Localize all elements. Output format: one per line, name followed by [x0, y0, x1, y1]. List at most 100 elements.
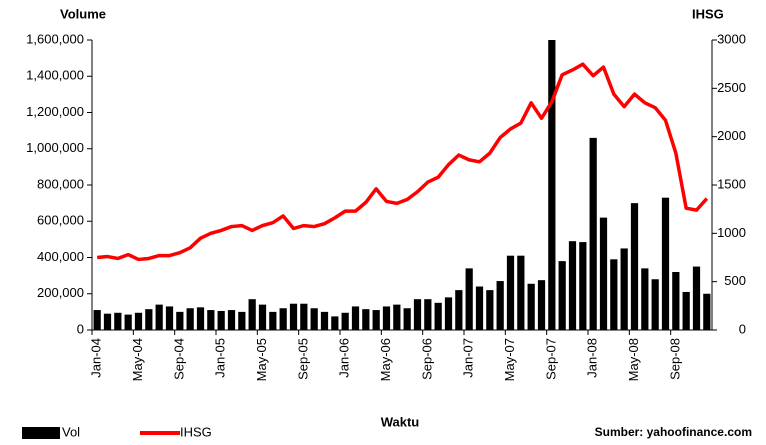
bar [661, 197, 670, 330]
bar [486, 290, 494, 330]
bar [465, 268, 473, 330]
bar [703, 293, 711, 330]
bar [537, 280, 546, 330]
bar [248, 299, 256, 330]
bar [93, 310, 101, 330]
bar [579, 242, 587, 330]
bar [630, 203, 639, 330]
bar [320, 311, 329, 330]
bar [620, 248, 628, 330]
legend-label: IHSG [180, 424, 212, 439]
x-tick-label: Sep-05 [295, 338, 310, 380]
y-tick-label: 1,200,000 [26, 104, 84, 119]
bar [382, 306, 391, 330]
y-tick-label: 400,000 [37, 249, 84, 264]
bar [165, 306, 174, 330]
bar [455, 290, 463, 330]
bar [362, 309, 370, 330]
y-tick-label: 800,000 [37, 176, 84, 191]
y-axis-title: Volume [60, 6, 106, 21]
bar [227, 310, 236, 330]
x-tick-label: May-08 [626, 338, 641, 381]
y2-tick-label: 0 [739, 321, 746, 336]
y2-tick-label: 3000 [717, 31, 746, 46]
bar [599, 217, 608, 330]
bar [475, 286, 484, 330]
x-tick-label: May-07 [502, 338, 517, 381]
bar [403, 308, 411, 330]
x-axis-title: Waktu [381, 414, 420, 429]
y2-tick-label: 2500 [717, 80, 746, 95]
bar [155, 304, 163, 330]
bar [310, 308, 318, 330]
bar [258, 304, 267, 330]
bar [279, 308, 287, 330]
y2-tick-label: 2000 [717, 128, 746, 143]
bar [393, 304, 401, 330]
bar [134, 312, 143, 330]
bar [300, 303, 308, 330]
x-tick-label: Jan-07 [461, 338, 476, 378]
bar [641, 268, 649, 330]
legend-swatch [22, 427, 60, 439]
bar [124, 314, 132, 330]
x-tick-label: Sep-08 [667, 338, 682, 380]
y-tick-label: 200,000 [37, 285, 84, 300]
bar [196, 307, 205, 330]
bar [114, 312, 122, 330]
y2-axis-title: IHSG [692, 6, 724, 21]
bar [682, 291, 690, 330]
bar [527, 283, 535, 330]
bar [568, 241, 577, 330]
bar [444, 297, 453, 330]
source-note: Sumber: yahoofinance.com [595, 425, 752, 439]
bar [558, 261, 566, 330]
x-tick-label: May-06 [378, 338, 393, 381]
bar [186, 308, 194, 330]
bar [651, 279, 659, 330]
bar [434, 302, 442, 330]
bar [506, 255, 515, 330]
bar [269, 311, 277, 330]
x-tick-label: Jan-05 [213, 338, 228, 378]
bar [413, 299, 422, 330]
y2-tick-label: 500 [724, 273, 746, 288]
x-tick-label: May-05 [254, 338, 269, 381]
bar [496, 281, 504, 330]
x-tick-label: May-04 [130, 338, 145, 381]
bar [589, 137, 597, 330]
bar [238, 311, 246, 330]
x-tick-label: Jan-06 [337, 338, 352, 378]
x-tick-label: Sep-04 [171, 338, 186, 380]
bar [341, 312, 349, 330]
x-tick-label: Sep-06 [419, 338, 434, 380]
bar [692, 266, 701, 330]
bar [372, 310, 380, 330]
y-tick-label: 1,000,000 [26, 140, 84, 155]
bar [610, 259, 618, 330]
x-tick-label: Jan-08 [585, 338, 600, 378]
bar [103, 313, 112, 330]
y2-tick-label: 1000 [717, 225, 746, 240]
y-tick-label: 1,600,000 [26, 31, 84, 46]
y-tick-label: 1,400,000 [26, 68, 84, 83]
y2-tick-label: 1500 [717, 176, 746, 191]
bar [517, 255, 525, 330]
line [97, 62, 709, 262]
bar [331, 316, 339, 330]
bar [548, 40, 556, 330]
bar [176, 311, 184, 330]
bar [145, 309, 153, 330]
bar [289, 303, 298, 330]
bar [672, 272, 680, 330]
x-tick-label: Jan-04 [89, 338, 104, 378]
legend-label: Vol [62, 424, 80, 439]
y-tick-label: 0 [77, 321, 84, 336]
bar [217, 310, 225, 330]
y-tick-label: 600,000 [37, 213, 84, 228]
bar [351, 306, 360, 330]
bar [207, 310, 215, 330]
x-tick-label: Sep-07 [543, 338, 558, 380]
bar [424, 299, 432, 330]
